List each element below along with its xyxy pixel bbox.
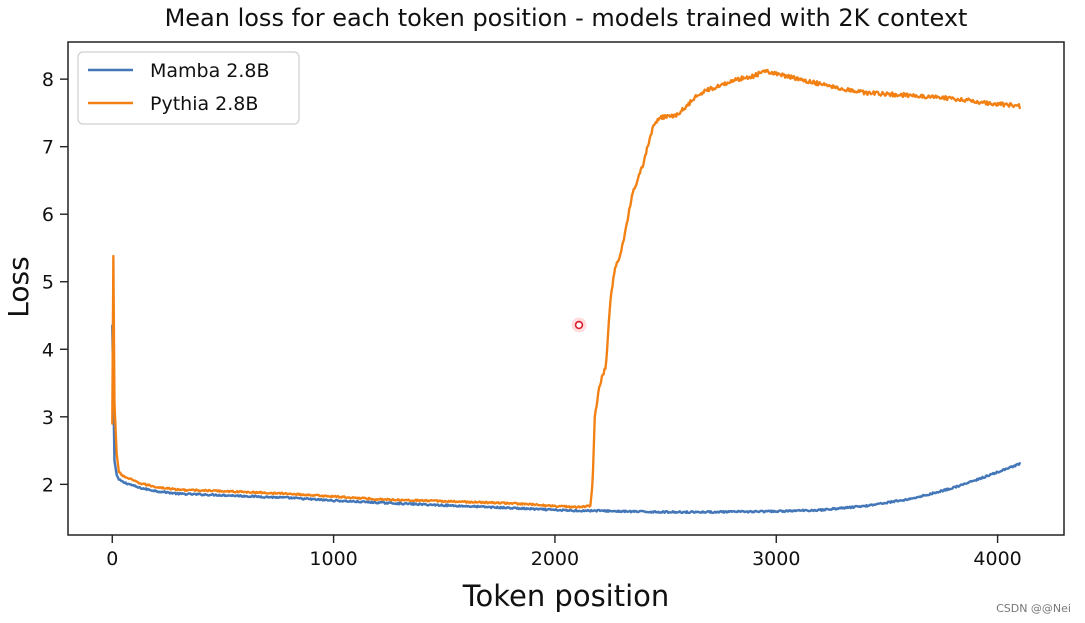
y-tick-label-8: 8: [42, 69, 54, 91]
series-lines: [111, 68, 1021, 515]
x-tick-label-1000: 1000: [309, 548, 357, 570]
plot-frame: [67, 41, 1065, 536]
legend-label-mamba: Mamba 2.8B: [150, 60, 270, 82]
y-tick-label-7: 7: [42, 137, 54, 159]
cursor-marker: [571, 317, 587, 333]
y-tick-label-5: 5: [42, 272, 54, 294]
x-tick-label-4000: 4000: [973, 548, 1021, 570]
series-line-mamba-2-8b: [111, 324, 1021, 515]
chart-title: Mean loss for each token position - mode…: [165, 4, 968, 32]
legend-label-pythia: Pythia 2.8B: [150, 93, 258, 115]
x-tick-label-2000: 2000: [531, 548, 579, 570]
y-tick-label-4: 4: [42, 339, 54, 361]
y-tick-label-2: 2: [42, 474, 54, 496]
y-tick-label-3: 3: [42, 407, 54, 429]
watermark: CSDN @@Nei: [996, 602, 1071, 615]
y-tick-label-6: 6: [42, 204, 54, 226]
x-axis-label: Token position: [462, 579, 670, 613]
cursor-ring: [574, 320, 584, 330]
y-axis-ticks: 2 3 4 5 6 7 8: [42, 69, 68, 496]
legend-box: [77, 51, 300, 125]
x-tick-label-0: 0: [106, 548, 118, 570]
x-tick-label-3000: 3000: [752, 548, 800, 570]
y-axis-label: Loss: [2, 256, 35, 317]
x-axis-ticks: 0 1000 2000 3000 4000: [106, 535, 1022, 570]
series-line-pythia-2-8b: [111, 68, 1021, 509]
legend: Mamba 2.8B Pythia 2.8B: [77, 51, 300, 125]
